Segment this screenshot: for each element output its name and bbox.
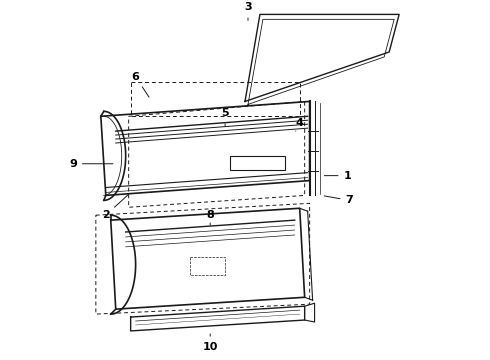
Text: 2: 2 — [102, 194, 128, 220]
Text: 10: 10 — [202, 334, 218, 352]
Text: 3: 3 — [244, 3, 252, 21]
Text: 6: 6 — [132, 72, 149, 97]
Bar — [190, 257, 225, 275]
Text: 9: 9 — [69, 159, 113, 169]
Text: 5: 5 — [221, 108, 229, 126]
Text: 1: 1 — [324, 171, 351, 181]
Bar — [230, 156, 285, 170]
Text: 4: 4 — [295, 118, 304, 131]
Text: 8: 8 — [206, 210, 214, 225]
Text: 7: 7 — [324, 195, 353, 205]
